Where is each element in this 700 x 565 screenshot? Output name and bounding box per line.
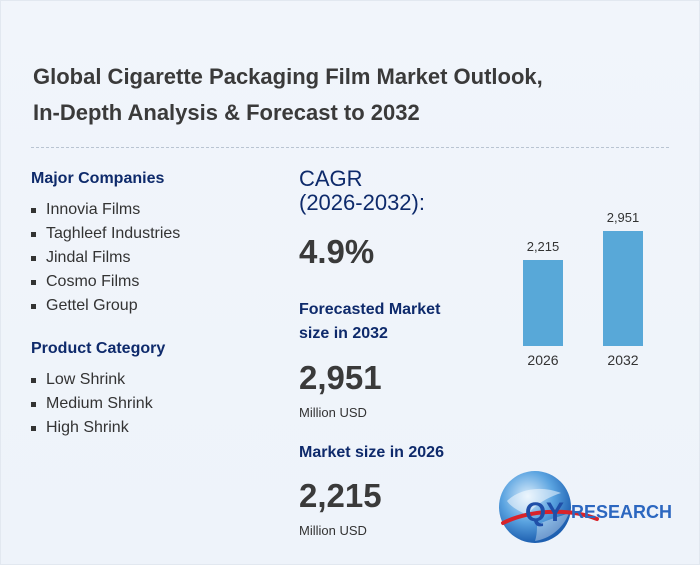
bar-category-label-2026: 2026 <box>527 352 559 368</box>
market-2026-value: 2,215 <box>299 477 382 514</box>
title-line-2: In-Depth Analysis & Forecast to 2032 <box>33 100 420 125</box>
cagr-label-line-2: (2026-2032): <box>299 190 425 215</box>
category-item: Medium Shrink <box>31 392 153 416</box>
product-category-heading: Product Category <box>31 340 166 357</box>
forecast-label: Forecasted Market size in 2032 <box>299 298 440 346</box>
globe-icon <box>499 471 571 543</box>
category-item: Low Shrink <box>31 368 153 392</box>
major-companies-heading: Major Companies <box>31 170 165 187</box>
company-item: Gettel Group <box>31 294 180 318</box>
bar-2032 <box>603 231 643 346</box>
forecast-label-line-1: Forecasted Market <box>299 301 441 318</box>
cagr-value: 4.9% <box>299 233 375 270</box>
qyresearch-logo: QY RESEARCH <box>499 471 672 543</box>
market-2026-unit: Million USD <box>299 523 367 538</box>
forecast-value: 2,951 <box>299 359 382 396</box>
title-line-1: Global Cigarette Packaging Film Market O… <box>33 64 543 89</box>
cagr-label-line-1: CAGR <box>299 166 363 191</box>
swoosh-icon <box>501 509 599 525</box>
divider <box>31 147 669 148</box>
page-title: Global Cigarette Packaging Film Market O… <box>33 59 593 131</box>
major-companies-list: Innovia Films Taghleef Industries Jindal… <box>31 198 180 318</box>
bar-2026 <box>523 260 563 346</box>
cagr-label: CAGR (2026-2032): <box>299 167 425 215</box>
forecast-label-line-2: size in 2032 <box>299 325 388 342</box>
forecast-unit: Million USD <box>299 405 367 420</box>
logo-text-research: RESEARCH <box>571 502 672 522</box>
company-item: Taghleef Industries <box>31 222 180 246</box>
company-item: Cosmo Films <box>31 270 180 294</box>
company-item: Jindal Films <box>31 246 180 270</box>
bar-value-label-2032: 2,951 <box>606 210 640 225</box>
category-item: High Shrink <box>31 416 153 440</box>
logo-text-qy: QY <box>525 497 564 527</box>
bar-value-label-2026: 2,215 <box>526 239 560 254</box>
product-category-list: Low Shrink Medium Shrink High Shrink <box>31 368 153 440</box>
bar-category-label-2032: 2032 <box>607 352 639 368</box>
company-item: Innovia Films <box>31 198 180 222</box>
market-2026-label: Market size in 2026 <box>299 444 444 461</box>
